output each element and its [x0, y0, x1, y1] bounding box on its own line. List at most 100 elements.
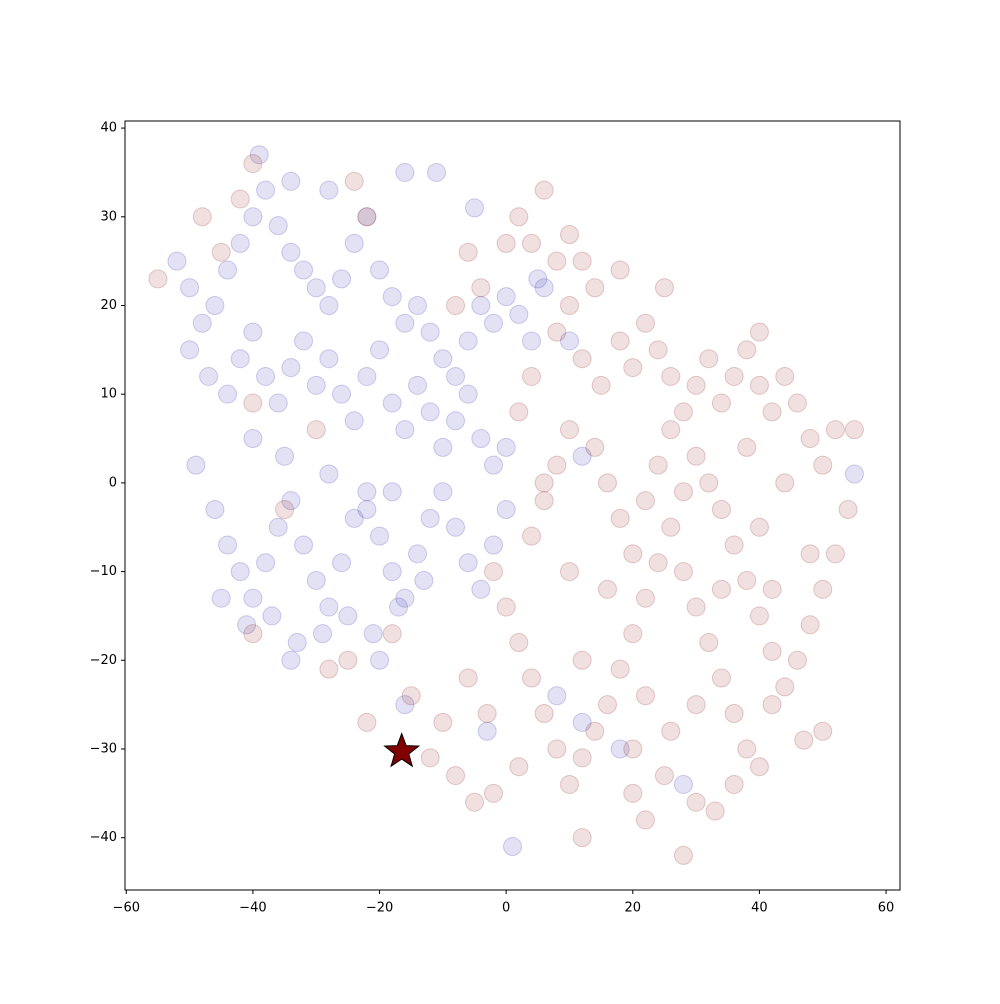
point: [654, 278, 674, 298]
point: [484, 455, 504, 475]
point: [775, 677, 795, 697]
point: [243, 393, 263, 413]
point: [357, 712, 377, 732]
point: [414, 570, 434, 590]
point: [623, 783, 643, 803]
point: [420, 748, 440, 768]
point: [389, 597, 409, 617]
point: [363, 624, 383, 644]
point: [711, 579, 731, 599]
point: [256, 553, 276, 573]
point: [800, 429, 820, 449]
point: [559, 331, 579, 351]
x-tick-label: −20: [366, 901, 393, 916]
point: [711, 499, 731, 519]
point: [737, 437, 757, 457]
point: [724, 535, 744, 555]
point: [471, 278, 491, 298]
point: [749, 375, 769, 395]
y-tick-label: 20: [100, 298, 117, 313]
point: [148, 269, 168, 289]
point: [395, 695, 415, 715]
point: [180, 340, 200, 360]
point: [635, 810, 655, 830]
point: [534, 278, 554, 298]
point: [344, 233, 364, 253]
point: [319, 659, 339, 679]
plot-frame: [124, 120, 901, 891]
point: [338, 606, 358, 626]
point: [496, 499, 516, 519]
point: [357, 499, 377, 519]
point: [585, 437, 605, 457]
point: [313, 624, 333, 644]
point: [262, 606, 282, 626]
point: [585, 278, 605, 298]
point: [319, 349, 339, 369]
point: [344, 508, 364, 528]
point: [395, 420, 415, 440]
point: [737, 340, 757, 360]
point: [572, 712, 592, 732]
point: [705, 801, 725, 821]
point: [762, 579, 782, 599]
point: [458, 384, 478, 404]
point: [357, 366, 377, 386]
point: [458, 331, 478, 351]
point: [268, 216, 288, 236]
point: [597, 579, 617, 599]
point: [218, 260, 238, 280]
point: [686, 695, 706, 715]
point: [509, 757, 529, 777]
point: [306, 375, 326, 395]
point: [547, 739, 567, 759]
point: [661, 721, 681, 741]
point: [737, 570, 757, 590]
point: [547, 322, 567, 342]
point: [446, 517, 466, 537]
point: [825, 420, 845, 440]
point: [319, 597, 339, 617]
point: [275, 446, 295, 466]
y-tick-label: 0: [109, 475, 117, 490]
point: [446, 766, 466, 786]
point: [496, 287, 516, 307]
point: [711, 668, 731, 688]
point: [496, 437, 516, 457]
point: [559, 225, 579, 245]
point: [838, 499, 858, 519]
point: [294, 535, 314, 555]
point: [433, 482, 453, 502]
point: [521, 331, 541, 351]
point: [218, 535, 238, 555]
point: [338, 650, 358, 670]
point: [844, 420, 864, 440]
point: [724, 703, 744, 723]
point: [395, 588, 415, 608]
point: [673, 774, 693, 794]
point: [749, 606, 769, 626]
point: [395, 162, 415, 182]
y-tick-label: −40: [90, 830, 117, 845]
point: [800, 615, 820, 635]
point: [623, 739, 643, 759]
point: [813, 579, 833, 599]
point: [528, 269, 548, 289]
point: [623, 358, 643, 378]
point: [458, 242, 478, 262]
point: [237, 615, 257, 635]
point: [395, 313, 415, 333]
point: [230, 562, 250, 582]
point: [484, 783, 504, 803]
star-marker: [383, 732, 421, 768]
point: [775, 473, 795, 493]
point: [446, 411, 466, 431]
point: [521, 668, 541, 688]
point: [218, 384, 238, 404]
point: [610, 659, 630, 679]
point: [256, 180, 276, 200]
point: [496, 597, 516, 617]
point: [446, 366, 466, 386]
y-tick-label: 40: [100, 121, 117, 136]
point: [268, 393, 288, 413]
